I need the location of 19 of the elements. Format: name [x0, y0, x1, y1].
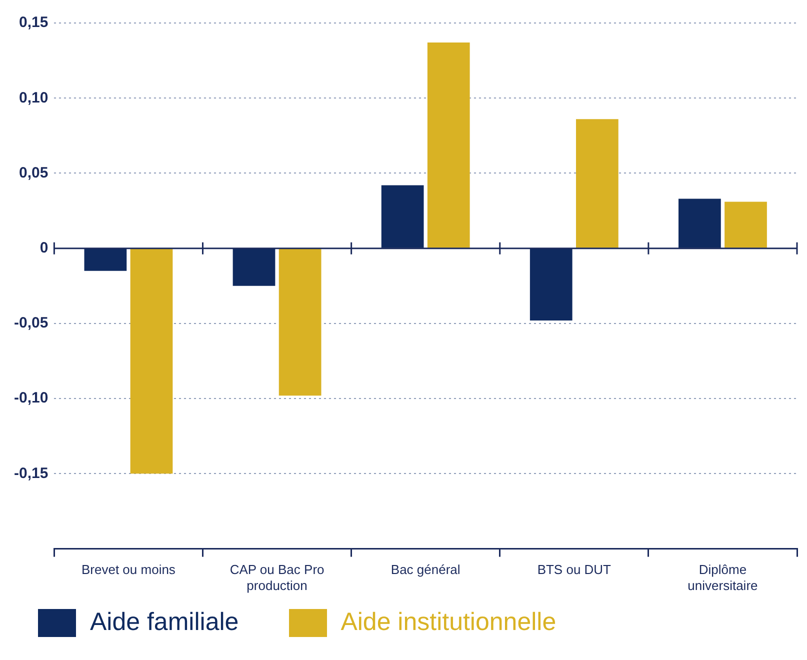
- y-tick-label: -0,10: [14, 390, 48, 407]
- y-tick-label: 0,05: [18, 164, 48, 182]
- bar: [130, 248, 173, 474]
- y-tick-label: 0,15: [18, 14, 48, 32]
- bar: [278, 248, 322, 396]
- legend-label: Aide institutionnelle: [340, 608, 556, 637]
- y-tick-label: -0,15: [14, 464, 48, 482]
- bar: [576, 119, 618, 248]
- bar: [724, 202, 767, 248]
- x-tick-label: CAP ou Bac Pro production: [230, 562, 324, 593]
- x-tick-label: Bac général: [390, 562, 460, 578]
- y-tick-label: -0,05: [14, 314, 48, 332]
- x-tick-label: Diplôme universitaire: [688, 562, 758, 593]
- bar: [427, 42, 470, 248]
- y-tick-label: 0: [40, 239, 48, 256]
- legend-label: Aide familiale: [90, 608, 239, 637]
- y-tick-label: 0,10: [18, 89, 48, 106]
- x-tick-label: BTS ou DUT: [537, 562, 612, 578]
- x-tick-label: Brevet ou moins: [82, 562, 176, 578]
